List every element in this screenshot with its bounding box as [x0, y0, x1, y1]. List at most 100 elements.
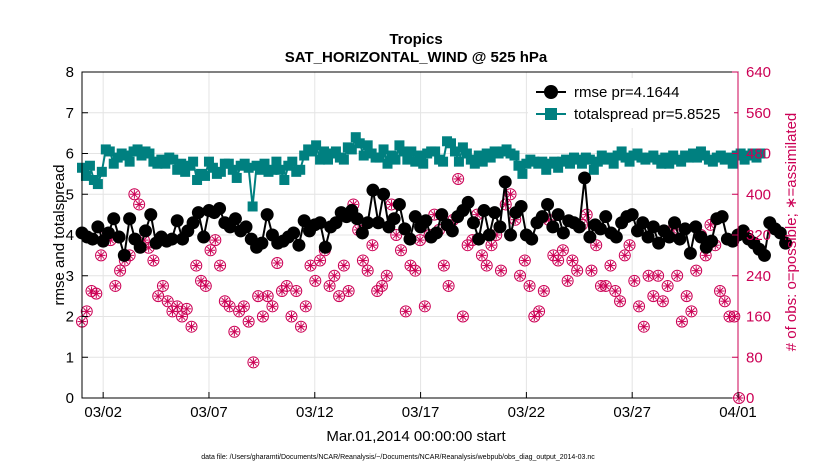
- y2-tick-label: 560: [746, 105, 771, 122]
- obs-star-stroke: [287, 312, 296, 321]
- obs-possible-marker: [514, 269, 527, 282]
- rmse-point: [641, 230, 655, 244]
- obs-possible-marker: [652, 269, 665, 282]
- obs-assimilated-marker: [444, 281, 454, 291]
- rmse-point: [292, 238, 306, 252]
- totalspread-point: [295, 164, 306, 175]
- rmse-point: [350, 212, 364, 226]
- obs-assimilated-marker: [391, 230, 401, 240]
- rmse-point: [191, 206, 205, 220]
- obs-assimilated-marker: [653, 271, 663, 281]
- rmse-point: [525, 232, 539, 246]
- obs-possible-marker: [633, 300, 646, 313]
- obs-possible-marker: [571, 264, 584, 277]
- y-tick-label: 6: [66, 146, 74, 163]
- obs-assimilated-marker: [244, 317, 254, 327]
- totalspread-point: [374, 152, 385, 163]
- obs-star-stroke: [283, 282, 291, 290]
- obs-assimilated-marker: [672, 271, 682, 281]
- rmse-point: [578, 171, 592, 185]
- totalspread-point: [461, 148, 472, 159]
- obs-star-stroke: [249, 358, 257, 366]
- rmse-point: [165, 232, 179, 246]
- obs-assimilated-marker: [610, 286, 620, 296]
- obs-star-stroke: [397, 246, 405, 254]
- obs-star-stroke: [326, 282, 334, 290]
- totalspread-point: [382, 158, 393, 169]
- obs-star-stroke: [526, 282, 534, 290]
- obs-star-stroke: [178, 312, 186, 321]
- rmse-point: [318, 240, 332, 254]
- x-tick-label: 03/17: [402, 404, 440, 421]
- y-axis-label: rmse and totalspread: [51, 165, 68, 306]
- chart-subtitle: SAT_HORIZONTAL_WIND @ 525 hPa: [285, 49, 548, 66]
- obs-assimilated-marker: [606, 261, 616, 271]
- obs-assimilated-marker: [410, 266, 420, 276]
- obs-possible-marker: [675, 315, 688, 328]
- totalspread-point: [231, 172, 242, 183]
- obs-assimilated-marker: [286, 312, 296, 321]
- rmse-point: [757, 248, 771, 262]
- obs-possible-marker: [690, 264, 703, 277]
- y-tick-label: 3: [66, 268, 74, 285]
- totalspread-point: [120, 150, 131, 161]
- totalspread-point: [346, 144, 357, 155]
- obs-star-stroke: [716, 287, 724, 295]
- totalspread-point: [676, 156, 687, 167]
- totalspread-point: [200, 170, 210, 181]
- obs-star-stroke: [506, 190, 515, 198]
- obs-star-stroke: [259, 312, 267, 321]
- rmse-point: [228, 212, 242, 226]
- totalspread-point: [215, 166, 226, 177]
- obs-star-stroke: [587, 267, 595, 275]
- rmse-point: [535, 210, 549, 224]
- rmse-point: [493, 220, 507, 234]
- totalspread-point: [338, 154, 349, 165]
- obs-star-stroke: [626, 241, 634, 249]
- x-axis-ticks: 03/02 03/07 03/12 03/17 03/22 03/27 04/01: [84, 392, 757, 421]
- obs-possible-marker: [604, 259, 617, 272]
- obs-star-stroke: [640, 323, 648, 331]
- totalspread-point: [104, 146, 115, 157]
- rmse-point: [636, 216, 650, 230]
- obs-star-stroke: [345, 287, 353, 295]
- obs-possible-marker: [552, 254, 565, 267]
- rmse-point: [488, 206, 502, 220]
- totalspread-point: [727, 158, 738, 169]
- rmse-point: [472, 232, 486, 246]
- y-tick-label: 0: [66, 390, 74, 407]
- obs-star-stroke: [683, 292, 691, 300]
- rmse-point: [255, 236, 269, 250]
- obs-assimilated-marker: [291, 286, 301, 296]
- obs-possible-marker: [237, 300, 250, 313]
- obs-assimilated-marker: [506, 189, 516, 199]
- obs-possible-marker: [523, 279, 536, 292]
- obs-possible-marker: [561, 274, 574, 287]
- obs-star-stroke: [364, 267, 372, 275]
- obs-assimilated-marker: [306, 261, 316, 271]
- chart-title: Tropics: [389, 31, 442, 48]
- obs-assimilated-marker: [282, 281, 292, 291]
- totalspread-point: [390, 154, 401, 165]
- rmse-point: [694, 230, 708, 244]
- obs-star-stroke: [173, 302, 181, 310]
- rmse-point: [461, 195, 475, 209]
- rmse-point: [668, 216, 682, 230]
- obs-assimilated-marker: [163, 296, 173, 306]
- totalspread-point: [541, 164, 552, 175]
- totalspread-point: [96, 166, 107, 177]
- rmse-point: [673, 232, 687, 246]
- obs-possible-marker: [109, 279, 122, 292]
- obs-possible-marker: [590, 239, 603, 252]
- obs-star-stroke: [483, 262, 491, 270]
- legend-rmse-marker: [544, 85, 558, 99]
- rmse-point: [133, 240, 147, 254]
- rmse-point: [498, 175, 512, 189]
- obs-star-stroke: [211, 236, 219, 244]
- obs-star-stroke: [254, 292, 262, 300]
- obs-star-stroke: [135, 200, 143, 208]
- obs-star-stroke: [116, 267, 124, 275]
- obs-star-stroke: [335, 292, 343, 300]
- totalspread-point: [438, 156, 449, 167]
